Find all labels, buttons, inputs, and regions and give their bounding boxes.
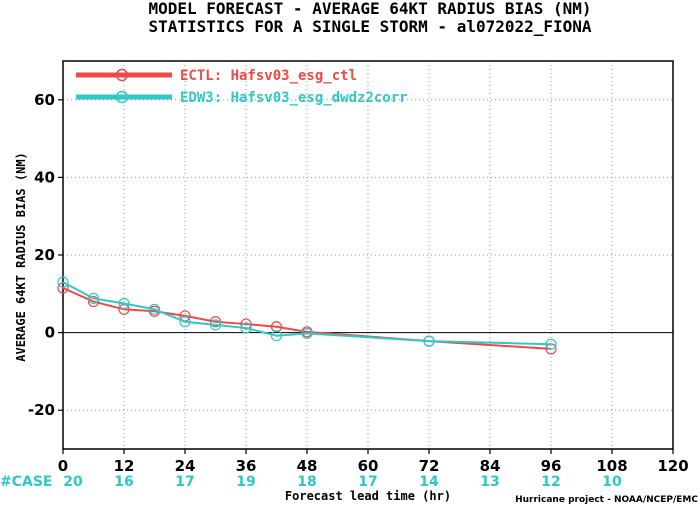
x-tick-label: 96 — [541, 457, 562, 475]
y-tick-label: 0 — [45, 324, 55, 342]
x-tick-label: 84 — [480, 457, 501, 475]
series-2-line — [62, 281, 552, 346]
series-2-point — [301, 327, 313, 339]
legend-label-1: ECTL: Hafsv03_esg_ctl — [180, 68, 357, 84]
chart-title-line2: STATISTICS FOR A SINGLE STORM - al072022… — [148, 17, 591, 36]
case-prefix-label: #CASE — [0, 474, 53, 490]
case-count-label: 17 — [358, 474, 377, 490]
y-tick-label: 60 — [34, 91, 55, 109]
x-tick-label: 0 — [58, 457, 68, 475]
chart-title-line1: MODEL FORECAST - AVERAGE 64KT RADIUS BIA… — [148, 0, 591, 18]
legend-marker-1 — [115, 68, 129, 82]
series-2-point — [57, 276, 69, 288]
tick-layer: 0 12 24 36 48 60 72 84 96 108 120 -20 0 20 40 60 — [28, 91, 689, 475]
series-2-point — [209, 319, 222, 331]
case-count-label: 19 — [236, 474, 255, 490]
series-2-point — [240, 322, 252, 334]
case-count-label: 18 — [297, 474, 316, 490]
case-count-label: 16 — [114, 474, 133, 490]
case-count-label: 13 — [480, 474, 499, 490]
grid-layer — [63, 61, 673, 449]
y-tick-label: 40 — [34, 168, 55, 186]
x-tick-label: 120 — [657, 457, 688, 475]
case-count-label: 14 — [419, 474, 439, 490]
y-tick-label: 20 — [34, 246, 55, 264]
case-count-label: 10 — [602, 474, 622, 490]
x-tick-label: 60 — [358, 457, 379, 475]
x-tick-label: 108 — [596, 457, 627, 475]
case-count-label: 12 — [541, 474, 560, 490]
legend: ECTL: Hafsv03_esg_ctl EDW3: Hafsv03_esg_d… — [76, 68, 408, 106]
series-2-point — [148, 303, 161, 315]
x-tick-label: 48 — [297, 457, 318, 475]
y-tick-label: -20 — [28, 401, 55, 419]
legend-marker-2 — [115, 90, 129, 104]
series-layer — [57, 276, 557, 355]
series-1-point — [209, 316, 222, 328]
series-2-point — [87, 292, 100, 305]
series-2-point — [118, 297, 130, 310]
credit-label: Hurricane project - NOAA/NCEP/EMC — [515, 495, 698, 505]
case-count-label: 17 — [175, 474, 194, 490]
case-count-label: 20 — [63, 474, 83, 490]
series-2-point — [270, 330, 283, 342]
series-2-point — [545, 338, 557, 350]
x-tick-label: 24 — [175, 457, 196, 475]
series-2-point — [423, 335, 435, 347]
x-tick-label: 36 — [236, 457, 257, 475]
x-tick-label: 72 — [419, 457, 440, 475]
series-1-line — [62, 287, 552, 350]
y-axis-label: AVERAGE 64KT RADIUS BIAS (NM) — [14, 152, 28, 362]
x-tick-label: 12 — [114, 457, 135, 475]
case-counts: #CASE 20 16 17 19 18 17 14 13 12 10 — [0, 474, 622, 490]
x-axis-label: Forecast lead time (hr) — [285, 489, 451, 503]
series-1-point — [270, 321, 283, 333]
legend-label-2: EDW3: Hafsv03_esg_dwdz2corr — [180, 90, 408, 106]
series-1-point — [240, 318, 252, 330]
series-1-point — [87, 295, 100, 308]
series-2-point — [179, 316, 191, 328]
